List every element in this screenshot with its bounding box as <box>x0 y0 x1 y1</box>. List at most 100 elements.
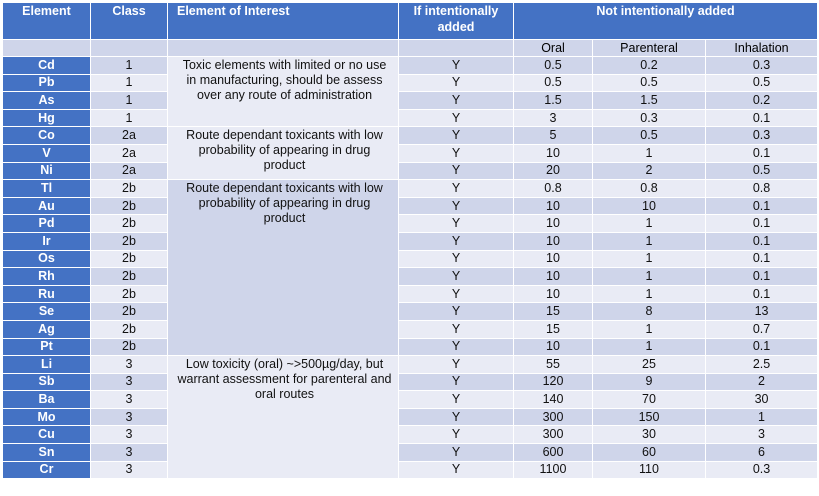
table-row: Tl 2b Route dependant toxicants with low p… <box>2 179 819 357</box>
inhalation-cell: 0.3 <box>704 460 819 480</box>
parenteral-cell: 1 <box>592 249 706 269</box>
intentionally-added-cell: Y <box>398 337 514 357</box>
table-row: Li 3 Low toxicity (oral) ~>500µg/day, but … <box>2 355 819 480</box>
inhalation-cell: 0.1 <box>704 231 819 251</box>
intentionally-added-cell: Y <box>398 372 514 392</box>
inhalation-cell: 0.1 <box>704 143 819 163</box>
parenteral-cell: 1.5 <box>592 91 706 110</box>
oral-cell: 20 <box>513 161 593 181</box>
element-cell: V <box>2 143 91 163</box>
inhalation-cell: 0.3 <box>704 56 819 75</box>
intentionally-added-cell: Y <box>398 302 514 321</box>
class-cell: 1 <box>90 73 168 93</box>
table-row: Cu 3 Y 300 30 3 <box>2 425 819 445</box>
intentionally-added-cell: Y <box>398 196 514 216</box>
oral-cell: 10 <box>513 267 593 286</box>
table-row: Pd 2b Y 10 1 0.1 <box>2 214 819 233</box>
element-cell: Cd <box>2 56 91 75</box>
oral-cell: 10 <box>513 196 593 216</box>
class-cell: 2b <box>90 231 168 251</box>
intentionally-added-cell: Y <box>398 407 514 427</box>
oral-cell: 0.5 <box>513 56 593 75</box>
oral-cell: 10 <box>513 143 593 163</box>
intentionally-added-cell: Y <box>398 267 514 286</box>
class-cell: 2b <box>90 249 168 269</box>
subheader-parenteral: Parenteral <box>592 39 706 57</box>
class-cell: 2b <box>90 337 168 357</box>
inhalation-cell: 0.3 <box>704 126 819 145</box>
element-of-interest-cell: Route dependant toxicants with low proba… <box>167 179 399 357</box>
class-cell: 3 <box>90 355 168 374</box>
element-cell: Pt <box>2 337 91 357</box>
element-cell: Se <box>2 302 91 321</box>
element-cell: Tl <box>2 179 91 198</box>
intentionally-added-cell: Y <box>398 390 514 409</box>
oral-cell: 3 <box>513 108 593 128</box>
class-cell: 2b <box>90 284 168 304</box>
class-cell: 3 <box>90 443 168 462</box>
subheader-oral: Oral <box>513 39 593 57</box>
oral-cell: 15 <box>513 319 593 339</box>
element-cell: Ag <box>2 319 91 339</box>
parenteral-cell: 0.2 <box>592 56 706 75</box>
oral-cell: 1.5 <box>513 91 593 110</box>
intentionally-added-cell: Y <box>398 143 514 163</box>
subheader-blank-element <box>2 39 91 57</box>
table-body: Cd 1 Toxic elements with limited or no use… <box>2 55 819 480</box>
inhalation-cell: 0.1 <box>704 214 819 233</box>
inhalation-cell: 0.1 <box>704 267 819 286</box>
class-cell: 2a <box>90 143 168 163</box>
parenteral-cell: 1 <box>592 143 706 163</box>
element-cell: Hg <box>2 108 91 128</box>
oral-cell: 5 <box>513 126 593 145</box>
parenteral-cell: 60 <box>592 443 706 462</box>
intentionally-added-cell: Y <box>398 179 514 198</box>
oral-cell: 300 <box>513 425 593 445</box>
intentionally-added-cell: Y <box>398 126 514 145</box>
element-cell: Rh <box>2 267 91 286</box>
parenteral-cell: 0.3 <box>592 108 706 128</box>
parenteral-cell: 2 <box>592 161 706 181</box>
class-cell: 3 <box>90 460 168 480</box>
inhalation-cell: 0.1 <box>704 196 819 216</box>
parenteral-cell: 0.5 <box>592 126 706 145</box>
header-class: Class <box>90 2 168 40</box>
element-cell: Ba <box>2 390 91 409</box>
table-row: Co 2a Route dependant toxicants with low p… <box>2 126 819 181</box>
class-cell: 3 <box>90 372 168 392</box>
header-element-of-interest: Element of Interest <box>167 2 399 40</box>
oral-cell: 300 <box>513 407 593 427</box>
class-cell: 2b <box>90 179 168 198</box>
class-cell: 2b <box>90 302 168 321</box>
inhalation-cell: 2 <box>704 372 819 392</box>
oral-cell: 0.5 <box>513 73 593 93</box>
inhalation-cell: 30 <box>704 390 819 409</box>
parenteral-cell: 9 <box>592 372 706 392</box>
inhalation-cell: 0.5 <box>704 161 819 181</box>
element-cell: Os <box>2 249 91 269</box>
header-not-intentionally-added: Not intentionally added <box>512 2 819 40</box>
inhalation-cell: 0.1 <box>704 337 819 357</box>
table-row: Ru 2b Y 10 1 0.1 <box>2 284 819 304</box>
table-row: Ag 2b Y 15 1 0.7 <box>2 319 819 339</box>
oral-cell: 10 <box>513 249 593 269</box>
class-cell: 2b <box>90 214 168 233</box>
table-row: Se 2b Y 15 8 13 <box>2 302 819 321</box>
oral-cell: 1100 <box>513 460 593 480</box>
intentionally-added-cell: Y <box>398 249 514 269</box>
table-row: Ir 2b Y 10 1 0.1 <box>2 231 819 251</box>
subheader-blank-intentional <box>398 39 514 57</box>
class-cell: 2a <box>90 161 168 181</box>
table-row: V 2a Y 10 1 0.1 <box>2 143 819 163</box>
parenteral-cell: 1 <box>592 231 706 251</box>
parenteral-cell: 0.5 <box>592 73 706 93</box>
intentionally-added-cell: Y <box>398 355 514 374</box>
table-row: Rh 2b Y 10 1 0.1 <box>2 267 819 286</box>
subheader-inhalation: Inhalation <box>704 39 819 57</box>
oral-cell: 0.8 <box>513 179 593 198</box>
element-of-interest-cell: Toxic elements with limited or no use in… <box>167 55 399 128</box>
oral-cell: 10 <box>513 337 593 357</box>
inhalation-cell: 0.8 <box>704 179 819 198</box>
element-of-interest-cell: Low toxicity (oral) ~>500µg/day, but war… <box>167 355 399 480</box>
